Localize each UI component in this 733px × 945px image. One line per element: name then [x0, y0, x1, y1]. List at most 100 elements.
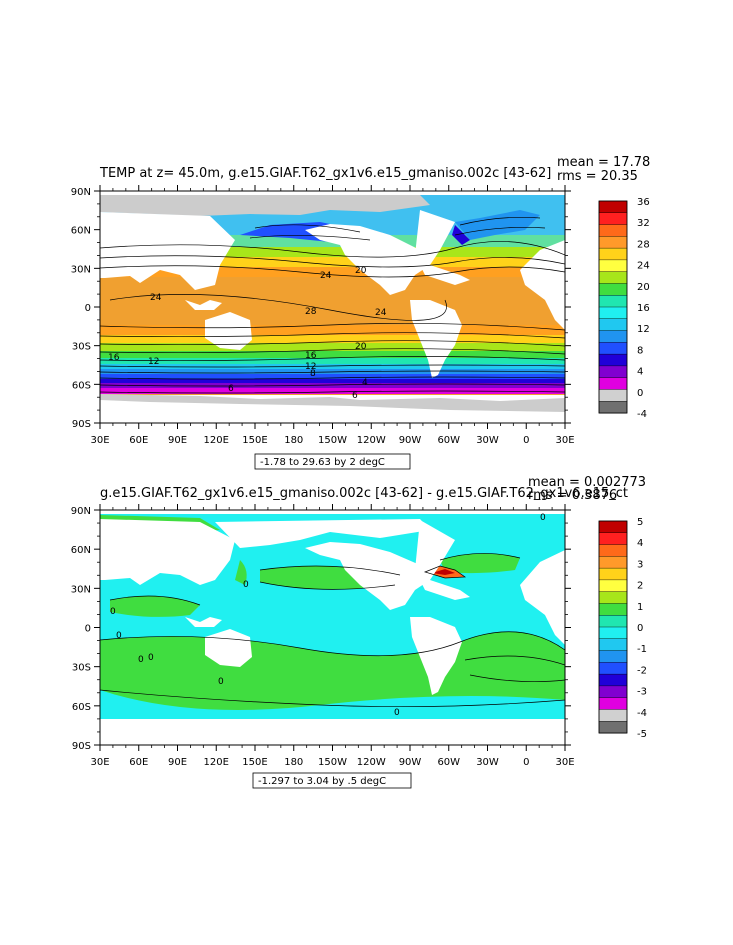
top-contour-label: 6: [352, 391, 358, 401]
top-colorbar-label: -4: [637, 409, 647, 420]
bottom-lon-label: 180: [284, 757, 303, 768]
top-map-field: 24 20 24 28 24 20 16 12 16 12 8 6 6 4: [100, 191, 565, 423]
top-rms: rms = 20.35: [557, 169, 638, 184]
top-colorbar-swatch: [598, 271, 628, 284]
bottom-lon-label: 60W: [437, 757, 460, 768]
bottom-lat-label: 60S: [72, 702, 91, 713]
bottom-colorbar-swatch: [598, 662, 628, 675]
bottom-colorbar-swatch: [598, 615, 628, 628]
bottom-colorbar: 5 4 3 2 1 0 -1 -2 -3 -4 -5: [598, 517, 647, 740]
top-contour-label: 16: [305, 351, 317, 361]
bottom-contour-label: 0: [148, 653, 154, 663]
bottom-colorbar-label: 4: [637, 538, 643, 549]
bottom-rms: rms = 0.3876: [528, 488, 617, 503]
top-range-label: -1.78 to 29.63 by 2 degC: [260, 457, 385, 468]
top-colorbar-swatch: [598, 377, 628, 390]
top-title: TEMP at z= 45.0m, g.e15.GIAF.T62_gx1v6.e…: [99, 166, 551, 181]
top-lat-label: 0: [85, 303, 91, 314]
bottom-lon-label: 30E: [90, 757, 109, 768]
top-colorbar-swatch: [598, 259, 628, 273]
bottom-colorbar-swatch: [598, 567, 628, 581]
bottom-colorbar-frame: [598, 520, 628, 734]
bottom-colorbar-swatch: [598, 697, 628, 710]
bottom-contour-label: 0: [116, 631, 122, 641]
bottom-colorbar-swatch: [598, 556, 628, 569]
top-colorbar-swatch: [598, 200, 628, 214]
top-colorbar: 36 32 28 24 20 16 12 8 4 0 -4: [598, 197, 650, 420]
bottom-range-label: -1.297 to 3.04 by .5 degC: [258, 776, 386, 787]
top-lon-label: 30E: [555, 435, 574, 446]
top-colorbar-label: 20: [637, 282, 650, 293]
top-colorbar-label: 24: [637, 261, 650, 272]
top-colorbar-swatch: [598, 318, 628, 332]
top-colorbar-label: 36: [637, 197, 650, 208]
top-lat-label: 30N: [71, 264, 91, 275]
top-lon-label: 150E: [242, 435, 267, 446]
top-colorbar-swatch: [598, 306, 628, 320]
bottom-lat-label: 30N: [71, 584, 91, 595]
top-colorbar-swatch: [598, 401, 628, 414]
top-contour-label: 20: [355, 342, 367, 352]
top-lon-label: 90W: [399, 435, 422, 446]
top-contour-label: 24: [150, 293, 162, 303]
bottom-colorbar-swatch: [598, 721, 628, 734]
top-lon-label: 120W: [357, 435, 386, 446]
bottom-lat-label: 0: [85, 624, 91, 635]
top-colorbar-swatch: [598, 283, 628, 296]
top-colorbar-swatch: [598, 353, 628, 367]
panel-top: TEMP at z= 45.0m, g.e15.GIAF.T62_gx1v6.e…: [71, 155, 650, 470]
top-axis-ticks: 90N 60N 30N 0 30S 60S 90S 30E 60E 90E 120E 150E 180 1…: [71, 185, 575, 446]
top-lat-label: 60S: [72, 380, 91, 391]
bottom-colorbar-label: -1: [637, 644, 647, 655]
top-lon-label: 150W: [318, 435, 347, 446]
bottom-lon-label: 120E: [204, 757, 229, 768]
top-contour-label: 28: [305, 307, 317, 317]
bottom-colorbar-swatch: [598, 709, 628, 722]
bottom-axis-ticks: 90N 60N 30N 0 30S 60S 90S 30E 60E 90E 120E 150E 180 1…: [71, 504, 575, 768]
bottom-colorbar-swatch: [598, 591, 628, 604]
top-contour-label: 16: [108, 353, 120, 363]
bottom-colorbar-swatch: [598, 579, 628, 593]
top-lat-label: 60N: [71, 226, 91, 237]
bottom-colorbar-swatch: [598, 673, 628, 687]
top-lon-label: 60W: [437, 435, 460, 446]
bottom-lon-label: 30W: [476, 757, 499, 768]
top-lon-label: 0: [523, 435, 529, 446]
top-lat-label: 90S: [72, 419, 91, 430]
top-colorbar-swatch: [598, 389, 628, 402]
top-range-box: [254, 453, 411, 470]
bottom-colorbar-label: 3: [637, 559, 643, 570]
top-lon-label: 120E: [204, 435, 229, 446]
bottom-lat-label: 90S: [72, 741, 91, 752]
bottom-lon-label: 90W: [399, 757, 422, 768]
bottom-title: g.e15.GIAF.T62_gx1v6.e15_gmaniso.002c [4…: [100, 486, 628, 501]
top-colorbar-swatch: [598, 236, 628, 249]
top-lat-label: 90N: [71, 187, 91, 198]
top-lon-label: 60E: [129, 435, 148, 446]
top-contour-label: 8: [310, 369, 316, 379]
bottom-colorbar-swatch: [598, 638, 628, 652]
bottom-lon-label: 90E: [168, 757, 187, 768]
bottom-contour-label: 0: [138, 655, 144, 665]
bottom-lon-label: 150W: [318, 757, 347, 768]
top-mean: mean = 17.78: [557, 155, 650, 170]
bottom-colorbar-label: 0: [637, 623, 643, 634]
bottom-colorbar-swatch: [598, 626, 628, 640]
top-colorbar-label: 28: [637, 239, 650, 250]
top-contour-label: 24: [375, 308, 387, 318]
top-contour-label: 12: [148, 357, 159, 367]
top-colorbar-swatch: [598, 365, 628, 379]
bottom-range-box: [252, 772, 412, 789]
bottom-lat-label: 30S: [72, 663, 91, 674]
top-contour-label: 24: [320, 271, 332, 281]
top-contour-label: 4: [362, 378, 368, 388]
bottom-lat-label: 60N: [71, 545, 91, 556]
top-colorbar-swatch: [598, 212, 628, 226]
top-lon-label: 30W: [476, 435, 499, 446]
top-colorbar-swatch: [598, 295, 628, 308]
bottom-colorbar-swatch: [598, 650, 628, 663]
top-lon-label: 90E: [168, 435, 187, 446]
bottom-colorbar-label: 1: [637, 602, 643, 613]
bottom-map-field: 0 0 0 0 0 0 0 0: [100, 510, 565, 745]
